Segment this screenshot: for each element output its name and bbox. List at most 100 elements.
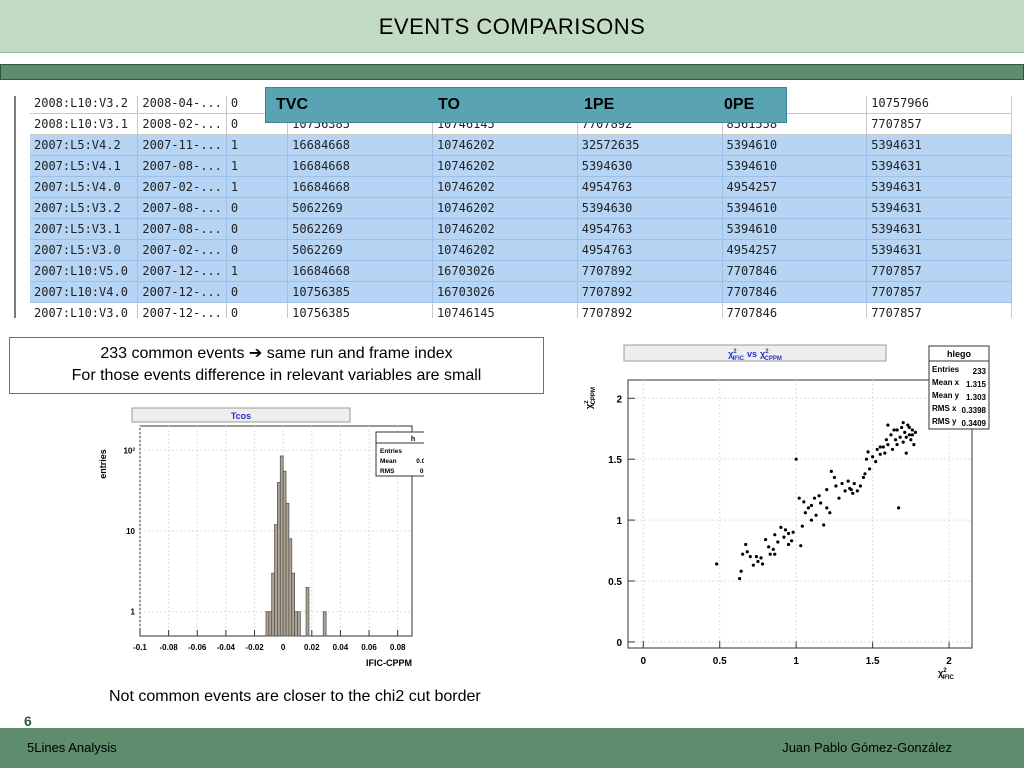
scatter-point — [739, 569, 743, 573]
scatter-point — [782, 535, 786, 539]
scatter-point — [832, 475, 836, 480]
common-events-note: 233 common events ➔ same run and frame i… — [9, 337, 544, 394]
scatter-point — [907, 425, 911, 430]
table-cell: 32572635 — [577, 134, 723, 156]
scatter-point — [829, 469, 833, 473]
scatter-point — [901, 421, 905, 425]
scatter-point — [849, 488, 853, 492]
header-tvc: TVC — [276, 96, 308, 113]
scatter-point — [814, 513, 818, 517]
hist-stats-box: hEntries233Mean0.0008455RMS0.004327 — [375, 431, 424, 477]
hist-bar — [274, 524, 278, 637]
hist-bar — [288, 538, 293, 637]
scatter-point — [897, 506, 901, 510]
scatter-title: χ2 IFIC vs χ2 CPPM — [728, 349, 782, 362]
footer-author: Juan Pablo Gómez-González — [782, 740, 952, 755]
hist-bar — [291, 572, 296, 637]
title-bar — [0, 0, 1024, 53]
hist-x-tick-label: -0.04 — [217, 643, 236, 652]
table-cell: 5394631 — [866, 155, 1012, 177]
scatter-point — [794, 457, 798, 461]
hist-bar — [271, 572, 275, 637]
scatter-point — [895, 442, 899, 447]
scatter-point — [910, 433, 914, 437]
table-cell: 2007:L10:V5.0 — [30, 260, 139, 282]
table-row[interactable]: 2007:L5:V4.2 2007-11-... 1 16684668 10746202… — [30, 134, 1012, 156]
scatter-point — [875, 447, 879, 452]
hist-bar — [282, 470, 287, 637]
table-cell: 4954763 — [577, 218, 723, 240]
scatter-stats-value: 1.315 — [966, 380, 987, 389]
scatter-point — [858, 484, 862, 488]
table-cell: 0 — [226, 218, 289, 240]
scatter-point — [837, 496, 841, 500]
hist-bar — [305, 587, 310, 637]
scatter-stats-value: 233 — [973, 367, 987, 376]
tcos-histogram: Tcos entries IFIC-CPPM -0.1 -0.08 -0.06 -0.… — [98, 407, 424, 668]
table-row[interactable]: 2007:L10:V4.0 2007-12-... 0 10756385 1670302… — [30, 281, 1012, 303]
table-row[interactable]: 2007:L5:V3.2 2007-08-... 0 5062269 10746202 5… — [30, 197, 1012, 219]
table-row[interactable]: 2007:L10:V3.0 2007-12-... 0 10756385 1074614… — [30, 302, 1012, 318]
scatter-point — [786, 531, 791, 536]
scatter-plot-area: 0 0.5 1 1.5 2 0 0.5 1 1.5 2 — [608, 379, 973, 667]
page-number: 6 — [24, 713, 32, 729]
table-cell: 7707846 — [722, 302, 868, 318]
scatter-point — [817, 494, 821, 498]
scatter-xlabel: χ2 IFIC — [938, 668, 955, 681]
hist-bar — [268, 611, 273, 637]
table-cell: 2007-02-... — [137, 176, 227, 198]
comparison-table-screenshot: 2008:L10:V3.2 2008-04-... 0 10757966 2008:L1… — [14, 96, 1012, 318]
scatter-point — [898, 435, 902, 439]
table-cell: 2007:L10:V3.0 — [30, 302, 139, 318]
scatter-point — [912, 442, 916, 447]
table-cell: 5394630 — [577, 197, 723, 219]
scatter-point — [904, 451, 908, 455]
scatter-point — [867, 467, 872, 471]
scatter-point — [759, 556, 763, 560]
scatter-x-tick-label: 0.5 — [713, 656, 727, 667]
scatter-point — [809, 518, 814, 522]
hist-x-tick-label: -0.1 — [133, 643, 147, 652]
scatter-point — [715, 562, 719, 566]
scatter-point — [822, 523, 826, 527]
table-cell: 2007:L5:V3.0 — [30, 239, 139, 261]
table-row[interactable]: 2007:L5:V3.1 2007-08-... 0 5062269 10746202 4… — [30, 218, 1012, 240]
table-cell: 10746202 — [432, 218, 578, 240]
table-row[interactable]: 2007:L10:V5.0 2007-12-... 1 16684668 1670302… — [30, 260, 1012, 282]
scatter-point — [861, 475, 866, 480]
scatter-point — [751, 563, 755, 567]
scatter-y-tick-label: 1.5 — [608, 455, 622, 466]
hist-stats-label: Entries — [380, 448, 402, 455]
table-cell: 7707846 — [722, 281, 868, 303]
scatter-point — [776, 540, 780, 544]
scatter-point — [825, 506, 829, 510]
hist-bar — [297, 611, 301, 637]
table-cell: 5062269 — [287, 218, 433, 240]
scatter-x-tick-label: 2 — [946, 656, 952, 667]
table-cell: 16684668 — [287, 260, 433, 282]
scatter-point — [800, 524, 804, 528]
table-cell: 16684668 — [287, 155, 433, 177]
scatter-point — [834, 484, 838, 488]
scatter-point — [803, 511, 807, 515]
table-cell: 5394610 — [722, 134, 868, 156]
hist-stats-label: Mean — [380, 458, 397, 465]
scatter-stats-box: hlego Entries 233 Mean x 1.315 Mean y 1.303 RMS… — [928, 345, 990, 430]
header-1pe: 1PE — [584, 96, 615, 113]
table-cell: 16684668 — [287, 176, 433, 198]
hist-xlabel: IFIC-CPPM — [366, 658, 412, 668]
table-row[interactable]: 2007:L5:V4.1 2007-08-... 1 16684668 10746202… — [30, 155, 1012, 177]
scatter-point — [768, 552, 772, 556]
table-cell: 0 — [226, 302, 289, 318]
scatter-point — [756, 559, 760, 564]
table-row[interactable]: 2007:L5:V3.0 2007-02-... 0 5062269 10746202 4… — [30, 239, 1012, 261]
scatter-point — [851, 491, 855, 495]
column-header-overlay: TVC TO 1PE 0PE — [265, 87, 787, 123]
table-cell: 5394631 — [866, 218, 1012, 240]
hist-x-tick-label: 0.04 — [333, 643, 349, 652]
table-row[interactable]: 2007:L5:V4.0 2007-02-... 1 16684668 10746202… — [30, 176, 1012, 198]
hist-x-tick-label: 0.02 — [304, 643, 320, 652]
table-cell: 5394631 — [866, 134, 1012, 156]
scatter-point — [884, 438, 888, 442]
slide-title: EVENTS COMPARISONS — [378, 14, 646, 39]
